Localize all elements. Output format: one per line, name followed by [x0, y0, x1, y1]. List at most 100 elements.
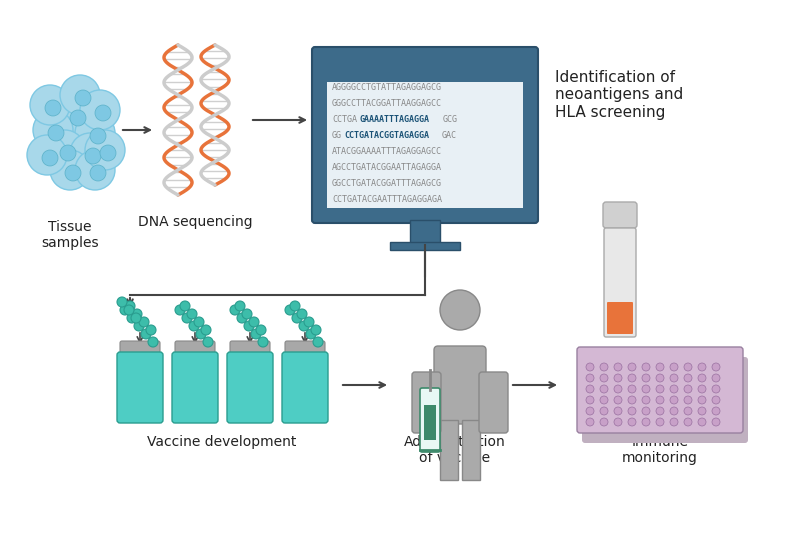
Circle shape	[299, 321, 309, 331]
Circle shape	[600, 374, 608, 382]
Circle shape	[600, 407, 608, 415]
Circle shape	[60, 75, 100, 115]
Bar	[410, 220, 440, 245]
Circle shape	[306, 329, 316, 339]
Text: AGCCTGATACGGAATTAGAGGA: AGCCTGATACGGAATTAGAGGA	[332, 163, 442, 172]
Circle shape	[148, 337, 158, 347]
Circle shape	[90, 128, 106, 144]
Circle shape	[55, 95, 95, 135]
Text: AGGGGCCTGTATTAGAGGAGCG: AGGGGCCTGTATTAGAGGAGCG	[332, 83, 442, 92]
Circle shape	[656, 385, 664, 393]
Circle shape	[256, 325, 266, 335]
Text: CCTGA: CCTGA	[332, 115, 357, 124]
Circle shape	[684, 385, 692, 393]
Circle shape	[586, 396, 594, 404]
Text: GGGCCTTACGGATTAAGGAGCC: GGGCCTTACGGATTAAGGAGCC	[332, 99, 442, 108]
Circle shape	[628, 363, 636, 371]
Circle shape	[258, 337, 268, 347]
Circle shape	[100, 145, 116, 161]
FancyBboxPatch shape	[434, 346, 486, 424]
Circle shape	[249, 317, 259, 327]
Circle shape	[196, 329, 206, 339]
Text: GAC: GAC	[442, 131, 457, 140]
Text: Vaccine development: Vaccine development	[147, 435, 297, 449]
Circle shape	[251, 329, 261, 339]
Circle shape	[175, 305, 185, 315]
Circle shape	[244, 321, 254, 331]
Circle shape	[230, 305, 240, 315]
Circle shape	[628, 385, 636, 393]
Circle shape	[90, 165, 106, 181]
Text: Administration
of vaccine: Administration of vaccine	[404, 435, 506, 465]
Circle shape	[670, 385, 678, 393]
Circle shape	[297, 309, 307, 319]
FancyBboxPatch shape	[230, 341, 270, 357]
Circle shape	[656, 407, 664, 415]
Circle shape	[50, 150, 90, 190]
Circle shape	[131, 313, 141, 323]
Circle shape	[642, 385, 650, 393]
Circle shape	[656, 396, 664, 404]
FancyBboxPatch shape	[420, 388, 440, 452]
Text: Tissue
samples: Tissue samples	[41, 220, 99, 250]
Circle shape	[290, 301, 300, 311]
Text: GGCCTGATACGGATTTAGAGCG: GGCCTGATACGGATTTAGAGCG	[332, 179, 442, 188]
Circle shape	[656, 363, 664, 371]
Circle shape	[642, 407, 650, 415]
Circle shape	[146, 325, 156, 335]
Circle shape	[194, 317, 204, 327]
FancyBboxPatch shape	[227, 352, 273, 423]
Circle shape	[124, 305, 134, 315]
Circle shape	[80, 90, 120, 130]
Circle shape	[180, 301, 190, 311]
Circle shape	[670, 374, 678, 382]
FancyBboxPatch shape	[479, 372, 508, 433]
Circle shape	[684, 374, 692, 382]
FancyBboxPatch shape	[282, 352, 328, 423]
Circle shape	[75, 90, 91, 106]
Bar	[327, 82, 523, 208]
Circle shape	[70, 110, 86, 126]
Circle shape	[586, 374, 594, 382]
Circle shape	[628, 407, 636, 415]
Circle shape	[670, 418, 678, 426]
Circle shape	[27, 135, 67, 175]
Circle shape	[586, 418, 594, 426]
Circle shape	[670, 363, 678, 371]
Circle shape	[586, 363, 594, 371]
Circle shape	[304, 317, 314, 327]
Circle shape	[134, 321, 144, 331]
Circle shape	[237, 313, 247, 323]
Circle shape	[670, 396, 678, 404]
Circle shape	[33, 110, 73, 150]
Circle shape	[642, 396, 650, 404]
Circle shape	[311, 325, 321, 335]
Circle shape	[235, 301, 245, 311]
Circle shape	[698, 363, 706, 371]
Circle shape	[642, 418, 650, 426]
Circle shape	[614, 385, 622, 393]
Circle shape	[712, 385, 720, 393]
FancyBboxPatch shape	[577, 347, 743, 433]
Circle shape	[600, 396, 608, 404]
Circle shape	[85, 130, 125, 170]
Circle shape	[642, 374, 650, 382]
Text: CCTGATACGGTAGAGGA: CCTGATACGGTAGAGGA	[344, 131, 429, 140]
Circle shape	[292, 313, 302, 323]
FancyBboxPatch shape	[603, 202, 637, 228]
Bar	[424, 405, 436, 440]
Text: CCTGATACGAATTTAGAGGAGA: CCTGATACGAATTTAGAGGAGA	[332, 195, 442, 204]
Circle shape	[698, 407, 706, 415]
Circle shape	[614, 396, 622, 404]
Circle shape	[712, 418, 720, 426]
Circle shape	[285, 305, 295, 315]
Bar	[462, 420, 480, 480]
Text: Identification of
neoantigens and
HLA screening: Identification of neoantigens and HLA sc…	[555, 70, 683, 120]
Circle shape	[48, 125, 64, 141]
FancyBboxPatch shape	[172, 352, 218, 423]
Circle shape	[684, 396, 692, 404]
Text: Immune
monitoring: Immune monitoring	[622, 435, 698, 465]
Bar	[440, 420, 458, 480]
Circle shape	[75, 113, 115, 153]
Circle shape	[65, 165, 81, 181]
